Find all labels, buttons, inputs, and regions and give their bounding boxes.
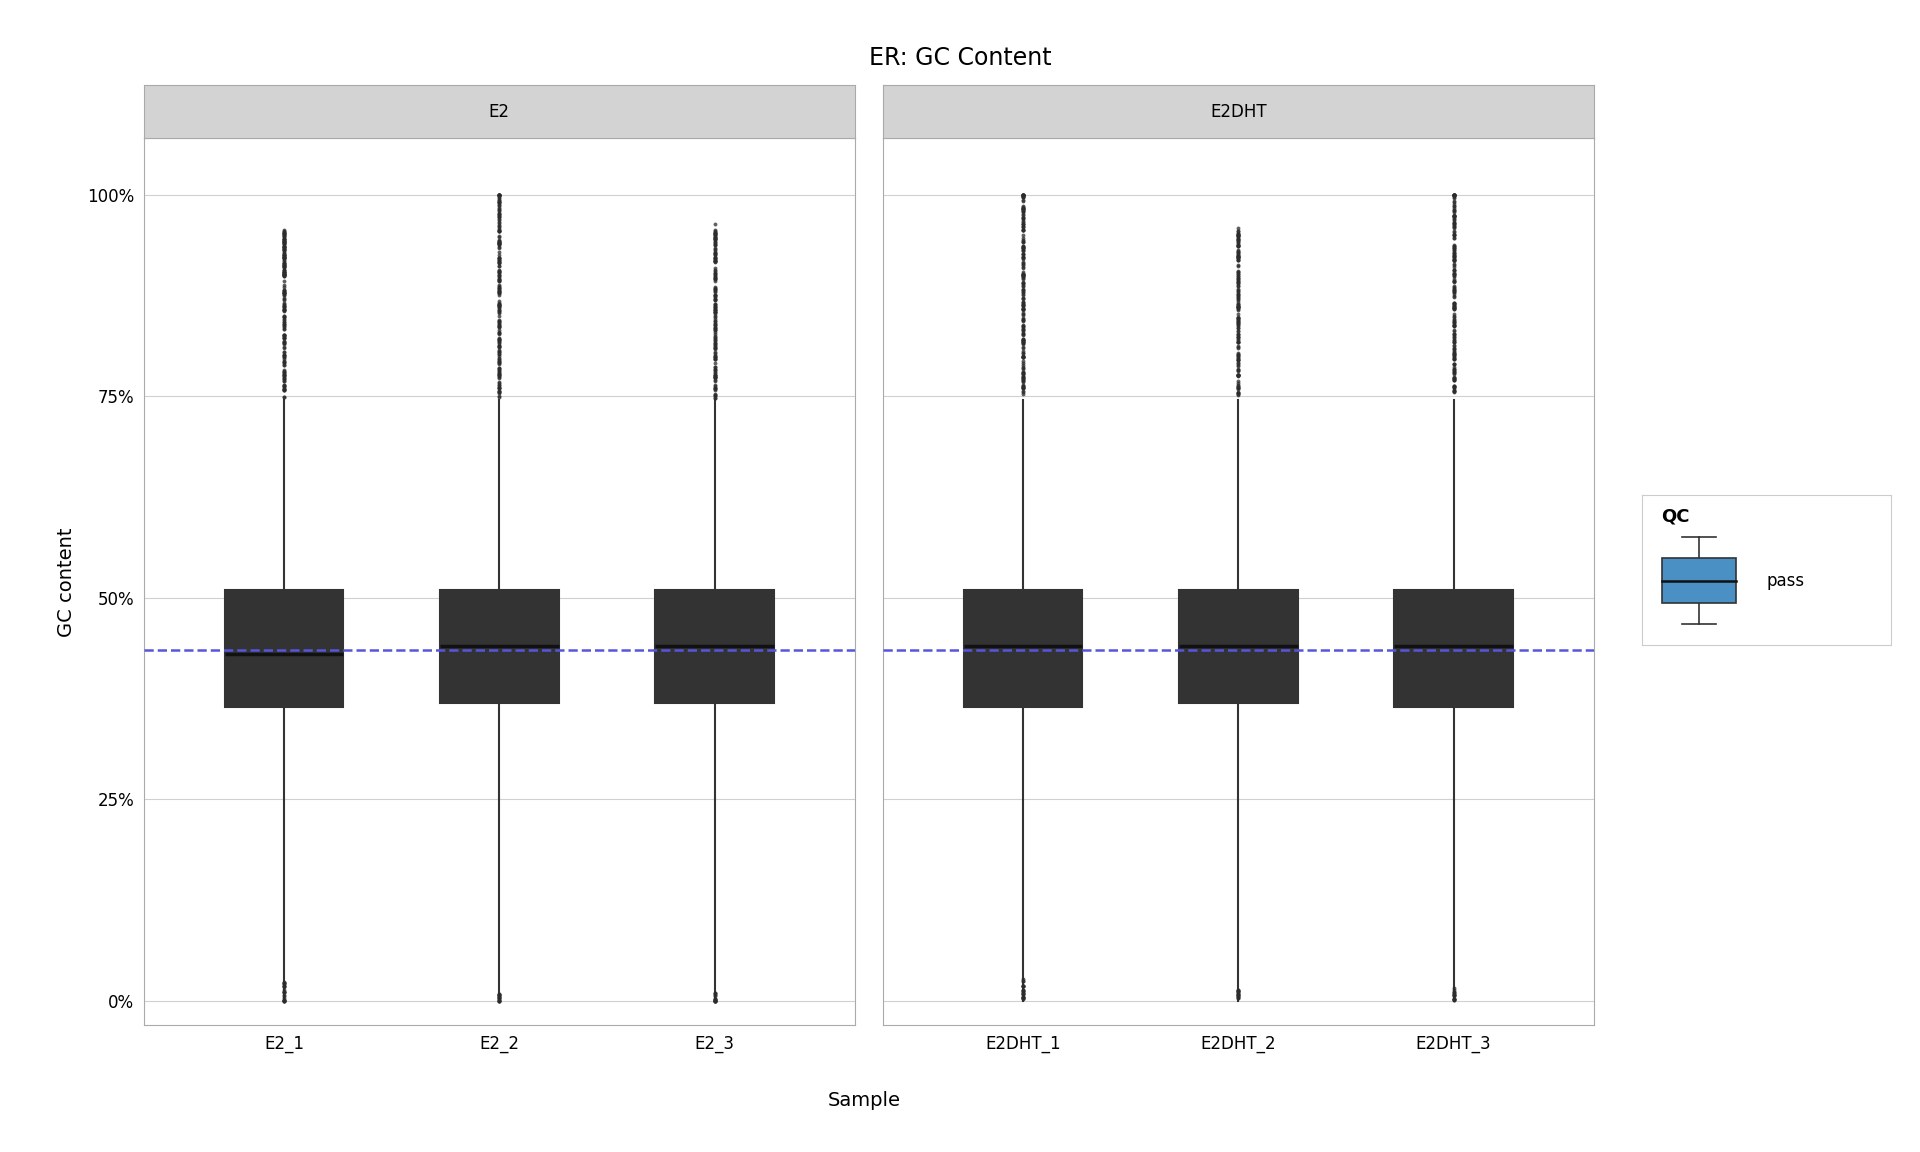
Bar: [1661, 559, 1736, 604]
PathPatch shape: [1179, 590, 1298, 703]
PathPatch shape: [225, 590, 344, 707]
Text: Sample: Sample: [828, 1091, 900, 1109]
PathPatch shape: [964, 590, 1083, 707]
PathPatch shape: [1394, 590, 1513, 707]
PathPatch shape: [655, 590, 774, 703]
Text: ER: GC Content: ER: GC Content: [868, 46, 1052, 70]
PathPatch shape: [440, 590, 559, 703]
Text: pass: pass: [1766, 571, 1805, 590]
Text: QC: QC: [1661, 507, 1690, 525]
Y-axis label: GC content: GC content: [58, 526, 77, 637]
